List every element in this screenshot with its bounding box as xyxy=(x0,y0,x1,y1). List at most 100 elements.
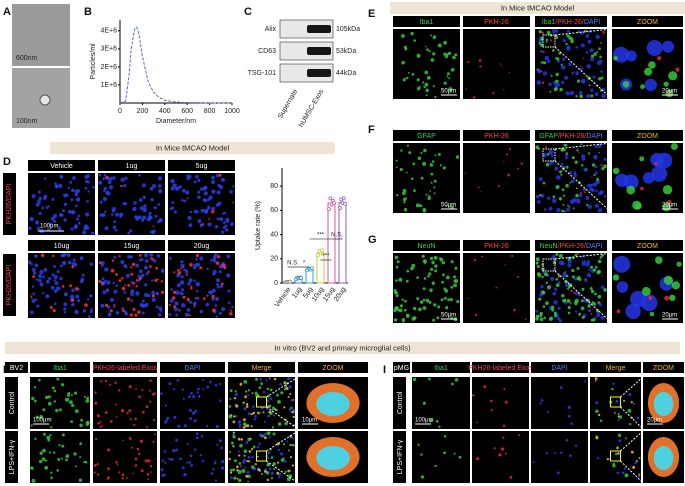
cell xyxy=(175,438,179,442)
cell xyxy=(107,305,111,309)
cell xyxy=(149,389,152,392)
cell xyxy=(545,281,548,285)
cell xyxy=(428,301,432,304)
cell xyxy=(425,298,430,303)
cell xyxy=(145,405,149,409)
cell xyxy=(212,272,216,276)
micrograph-content xyxy=(535,143,607,213)
cell xyxy=(45,395,49,399)
cell xyxy=(102,290,107,295)
cell xyxy=(49,222,53,226)
cell xyxy=(564,210,566,213)
cell xyxy=(31,194,36,199)
cell xyxy=(49,306,53,309)
cell xyxy=(181,303,186,308)
cell xyxy=(517,275,519,278)
cell xyxy=(54,184,59,189)
cell xyxy=(249,437,252,440)
cell xyxy=(98,261,102,265)
cell xyxy=(236,477,239,480)
cell xyxy=(229,468,233,472)
cell xyxy=(663,81,669,87)
cell xyxy=(453,452,456,455)
zoom-guide xyxy=(620,430,644,484)
cell xyxy=(430,181,433,184)
cell xyxy=(590,88,594,92)
data-point xyxy=(343,201,347,206)
cell xyxy=(503,89,505,91)
cell xyxy=(126,411,129,415)
cell xyxy=(154,433,156,436)
cell xyxy=(120,184,123,188)
cell xyxy=(408,151,412,155)
cell xyxy=(251,456,254,459)
cell xyxy=(181,466,185,470)
cell xyxy=(81,273,85,277)
data-point xyxy=(288,279,292,284)
cell xyxy=(429,288,433,293)
cell xyxy=(517,167,520,170)
cell xyxy=(53,279,56,282)
zoom-guide xyxy=(554,252,613,324)
cell xyxy=(450,68,455,72)
cell xyxy=(537,147,540,150)
cell xyxy=(567,263,572,268)
cell xyxy=(135,216,140,221)
cell xyxy=(189,263,193,267)
cell xyxy=(216,443,219,446)
cell xyxy=(622,81,630,88)
bar xyxy=(327,202,336,284)
cell xyxy=(229,312,233,316)
column-header xyxy=(98,240,165,251)
cell xyxy=(137,310,141,314)
cell xyxy=(220,466,225,470)
cell xyxy=(50,216,55,221)
cell xyxy=(159,218,163,222)
row-label: Control xyxy=(9,391,16,414)
cell xyxy=(201,459,205,463)
cell xyxy=(464,172,466,174)
cell xyxy=(54,281,59,286)
micrograph xyxy=(472,431,529,483)
cell xyxy=(566,29,571,33)
cell xyxy=(581,157,586,161)
cell xyxy=(72,176,76,180)
cell xyxy=(668,91,672,95)
column-header xyxy=(612,130,683,141)
cell xyxy=(199,266,203,270)
label-part: /PKH-26/ xyxy=(558,243,586,250)
cell xyxy=(101,277,105,281)
cell xyxy=(423,85,426,89)
cell xyxy=(434,269,438,273)
micrograph xyxy=(472,377,529,429)
column-header xyxy=(612,16,683,27)
cell xyxy=(591,188,595,192)
cell xyxy=(567,305,571,310)
scale-label: 50μm xyxy=(441,89,456,95)
cell xyxy=(557,306,561,310)
cell xyxy=(106,191,111,196)
cell xyxy=(106,280,111,285)
cell xyxy=(149,400,152,403)
cell xyxy=(135,388,137,390)
cell xyxy=(48,451,52,454)
x-axis-label: Diameter/nm xyxy=(156,118,196,125)
cell xyxy=(223,211,227,215)
column-header xyxy=(463,240,530,251)
cell xyxy=(547,152,550,156)
micrograph-content xyxy=(532,439,578,475)
micrograph-content xyxy=(228,377,295,429)
cell xyxy=(188,461,192,464)
cell xyxy=(427,275,430,278)
y-tick-label: 1E+6 xyxy=(100,82,117,89)
cell xyxy=(635,459,639,463)
cell xyxy=(535,314,540,319)
cell xyxy=(53,289,58,293)
cell xyxy=(79,456,82,459)
cell xyxy=(490,399,493,403)
cell xyxy=(113,256,117,259)
cell xyxy=(458,455,462,459)
cell xyxy=(640,186,644,191)
y-tick-label: 80 xyxy=(270,183,278,190)
